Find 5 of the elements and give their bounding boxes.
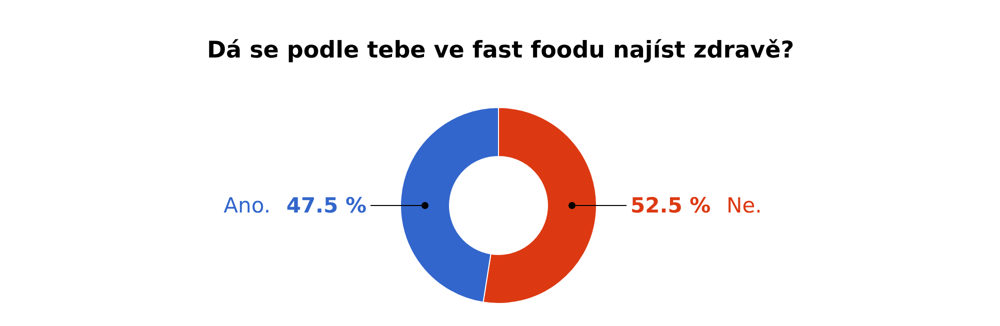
slice-label: Ne. (726, 194, 762, 218)
data-label: 47.5 % (286, 194, 367, 218)
chart-title: Dá se podle tebe ve fast foodu najíst zdravě? (206, 38, 794, 64)
slice-label: Ano. (224, 194, 271, 218)
data-label: 52.5 % (630, 194, 711, 218)
